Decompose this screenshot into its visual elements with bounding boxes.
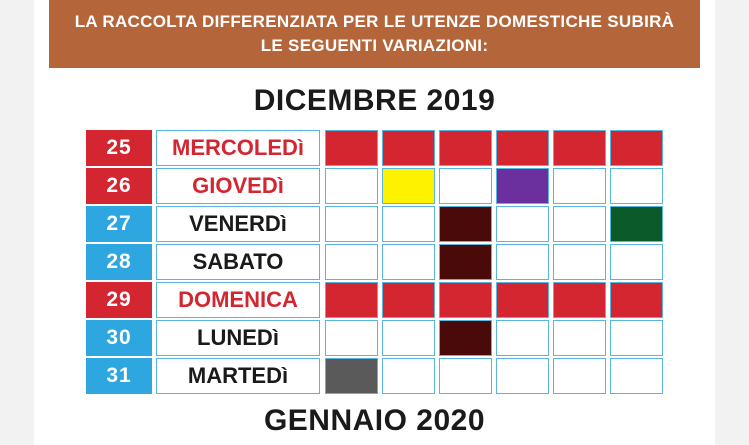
collection-cell (439, 206, 492, 242)
collection-cell (325, 206, 378, 242)
day-number: 25 (86, 130, 152, 166)
collection-cell (382, 168, 435, 204)
collection-cell (496, 282, 549, 318)
day-number: 29 (86, 282, 152, 318)
collection-cell (553, 168, 606, 204)
collection-cell (553, 130, 606, 166)
day-number: 30 (86, 320, 152, 356)
collection-cell (496, 206, 549, 242)
collection-cell (325, 282, 378, 318)
collection-cell (439, 282, 492, 318)
day-number: 27 (86, 206, 152, 242)
collection-cell (439, 320, 492, 356)
collection-cell (496, 168, 549, 204)
collection-cell (382, 320, 435, 356)
collection-cell (325, 244, 378, 280)
collection-cell (325, 358, 378, 394)
collection-cell (553, 282, 606, 318)
day-name: SABATO (156, 244, 320, 280)
day-number: 26 (86, 168, 152, 204)
collection-cell (553, 358, 606, 394)
collection-cell (496, 320, 549, 356)
collection-cell (496, 358, 549, 394)
collection-cell (610, 206, 663, 242)
collection-cell (382, 206, 435, 242)
collection-cell (610, 130, 663, 166)
collection-cell (610, 244, 663, 280)
collection-cell (382, 282, 435, 318)
month-title-december: DICEMBRE 2019 (253, 84, 496, 117)
collection-cell (553, 320, 606, 356)
day-name: DOMENICA (156, 282, 320, 318)
collection-cell (439, 244, 492, 280)
collection-cell (610, 358, 663, 394)
month-title-january: GENNAIO 2020 (263, 404, 486, 437)
collection-cell (382, 130, 435, 166)
day-name: VENERDì (156, 206, 320, 242)
collection-cell (496, 130, 549, 166)
day-name: GIOVEDì (156, 168, 320, 204)
collection-cell (439, 130, 492, 166)
day-name: MERCOLEDì (156, 130, 320, 166)
collection-cell (553, 244, 606, 280)
day-number: 31 (86, 358, 152, 394)
collection-cell (325, 168, 378, 204)
day-name: MARTEDì (156, 358, 320, 394)
collection-cell (439, 168, 492, 204)
notice-page: LA RACCOLTA DIFFERENZIATA PER LE UTENZE … (34, 0, 715, 445)
collection-cell (325, 320, 378, 356)
collection-cell (553, 206, 606, 242)
collection-cell (382, 358, 435, 394)
banner-line-1: LA RACCOLTA DIFFERENZIATA PER LE UTENZE … (74, 12, 675, 31)
collection-cell (610, 282, 663, 318)
collection-cell (496, 244, 549, 280)
collection-cell (610, 320, 663, 356)
collection-cell (610, 168, 663, 204)
banner-line-2: LE SEGUENTI VARIAZIONI: (260, 36, 489, 55)
day-name: LUNEDì (156, 320, 320, 356)
collection-cell (439, 358, 492, 394)
collection-cell (382, 244, 435, 280)
notice-banner: LA RACCOLTA DIFFERENZIATA PER LE UTENZE … (49, 0, 700, 68)
day-number: 28 (86, 244, 152, 280)
collection-cell (325, 130, 378, 166)
